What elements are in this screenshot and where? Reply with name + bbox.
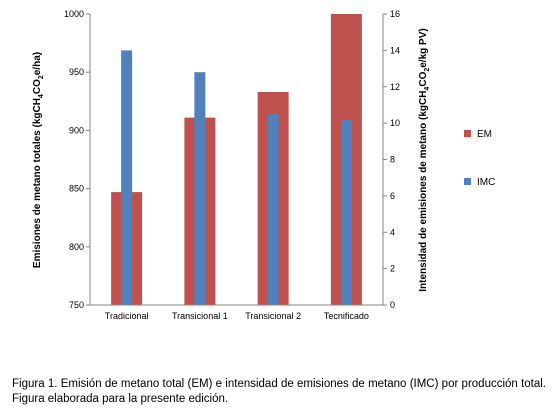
left-axis-ticks: 750 800 850 900 950 1000 (64, 9, 90, 310)
right-tick-label: 2 (390, 264, 395, 274)
right-tick-label: 6 (390, 191, 395, 201)
category-label: Tecnificado (324, 311, 369, 321)
legend: EM IMC (464, 129, 495, 188)
left-tick-label: 900 (69, 125, 84, 135)
right-tick-label: 12 (390, 82, 400, 92)
legend-swatch-imc (464, 178, 471, 185)
right-tick-label: 4 (390, 227, 395, 237)
legend-label-imc: IMC (477, 177, 495, 188)
right-tick-label: 8 (390, 155, 395, 165)
category-labels: Tradicional Transicional 1 Transicional 2 T… (105, 311, 369, 321)
imc-bar-4 (340, 119, 352, 305)
left-tick-label: 950 (69, 67, 84, 77)
right-axis-title: Intensidad de emisiones de metano (kgCH4… (418, 28, 431, 291)
left-tick-label: 800 (69, 242, 84, 252)
category-label: Tradicional (105, 311, 149, 321)
right-tick-label: 0 (390, 300, 395, 310)
imc-bars (121, 50, 352, 305)
left-tick-label: 1000 (64, 9, 84, 19)
figure-caption: Figura 1. Emisión de metano total (EM) e… (12, 378, 546, 405)
category-label: Transicional 2 (245, 311, 301, 321)
right-tick-label: 16 (390, 9, 400, 19)
right-tick-label: 14 (390, 45, 400, 55)
imc-bar-1 (121, 50, 133, 305)
left-tick-label: 850 (69, 184, 84, 194)
imc-bar-3 (267, 114, 279, 305)
right-tick-label: 10 (390, 118, 400, 128)
left-axis-title: Emisiones de metano totales (kgCH4CO2e/h… (32, 52, 45, 268)
chart: 750 800 850 900 950 1000 0 2 4 6 8 10 12 14 16 Tradic… (32, 9, 495, 321)
left-tick-label: 750 (69, 300, 84, 310)
right-axis-ticks: 0 2 4 6 8 10 12 14 16 (383, 9, 400, 310)
legend-swatch-em (464, 130, 471, 137)
em-bars (111, 14, 362, 305)
category-label: Transicional 1 (172, 311, 228, 321)
imc-bar-2 (194, 72, 206, 305)
legend-label-em: EM (477, 129, 492, 140)
